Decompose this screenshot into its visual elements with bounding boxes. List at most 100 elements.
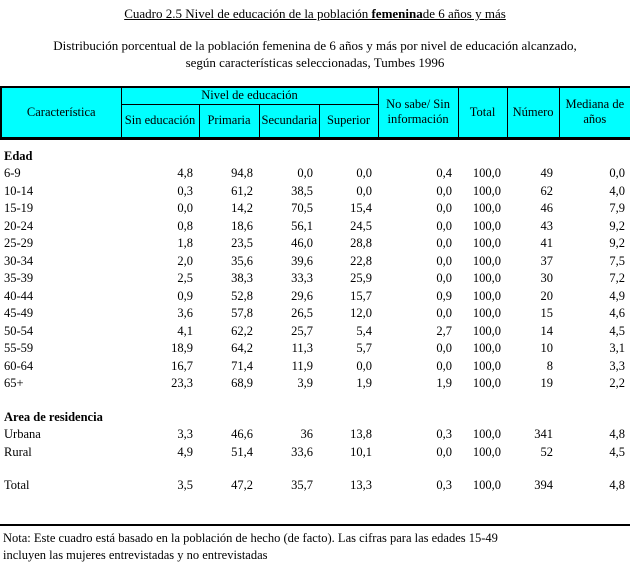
value-cell: 4,6 [609, 306, 626, 320]
value-cell: 0,3 [436, 478, 453, 492]
value-cell: 57,8 [231, 306, 253, 320]
col-header-secundaria: Secundaria [258, 103, 320, 140]
value-cell: 23,5 [231, 236, 253, 250]
value-cell: 100,0 [472, 271, 502, 285]
value-cell: 71,4 [231, 358, 253, 373]
row-label-cell: 55-59 [4, 341, 34, 355]
value-cell: 12,0 [350, 306, 373, 320]
value-cell: 5,4 [356, 323, 373, 338]
value-cell: 3,6 [177, 306, 193, 320]
value-cell: 0,8 [177, 218, 193, 233]
row-label-cell: 60-64 [4, 358, 34, 373]
value-cell: 100,0 [472, 358, 502, 373]
value-cell: 25,9 [350, 271, 373, 285]
table-header: Característica Nivel de educación No sab… [0, 86, 630, 140]
value-cell: 25,7 [291, 323, 313, 338]
value-cell: 394 [534, 478, 554, 492]
value-cell: 30 [540, 271, 554, 285]
value-cell: 52,8 [231, 288, 253, 303]
value-cell: 1,8 [177, 236, 193, 250]
table-row: 60-64 16,7 71,4 11,9 0,0 0,0 100,0 8 3,3 [1, 358, 630, 376]
value-cell: 28,8 [350, 236, 373, 250]
value-cell: 10,1 [350, 444, 373, 459]
value-cell: 100,0 [472, 376, 502, 390]
value-cell: 7,5 [609, 253, 626, 268]
value-cell: 0,0 [356, 166, 373, 180]
value-cell: 100,0 [472, 341, 502, 355]
col-header-primaria: Primaria [198, 103, 260, 140]
value-cell: 19 [540, 376, 554, 390]
value-cell: 3,3 [177, 427, 193, 441]
value-cell: 14,2 [231, 201, 253, 215]
value-cell: 46 [540, 201, 554, 215]
table-row: 6-9 4,8 94,8 0,0 0,0 0,4 100,0 49 0,0 [1, 165, 630, 183]
table-row: 30-34 2,0 35,6 39,6 22,8 0,0 100,0 37 7,5 [1, 253, 630, 271]
value-cell: 0,0 [436, 358, 453, 373]
title-text: Cuadro 2.5 Nivel de educación de la pobl… [124, 6, 506, 21]
value-cell: 0,0 [297, 166, 313, 180]
value-cell: 29,6 [291, 288, 313, 303]
value-cell: 24,5 [350, 218, 373, 233]
value-cell: 0,0 [436, 201, 453, 215]
value-cell: 100,0 [472, 478, 502, 492]
spacer-row [1, 461, 630, 477]
value-cell: 64,2 [231, 341, 253, 355]
value-cell: 5,7 [356, 341, 373, 355]
value-cell: 0,3 [436, 427, 453, 441]
table-note: Nota: Este cuadro está basado en la pobl… [0, 530, 630, 564]
table-row: 25-29 1,8 23,5 46,0 28,8 0,0 100,0 41 9,2 [1, 235, 630, 253]
value-cell: 1,9 [356, 376, 373, 390]
value-cell: 0,3 [177, 183, 193, 198]
value-cell: 4,9 [609, 288, 626, 303]
row-label-cell: 15-19 [4, 201, 34, 215]
value-cell: 15 [540, 306, 554, 320]
value-cell: 4,9 [177, 444, 193, 459]
col-header-sin-educacion: Sin educación [120, 103, 200, 140]
value-cell: 35,7 [291, 478, 313, 492]
value-cell: 22,8 [350, 253, 373, 268]
section-label: Edad [4, 148, 33, 163]
value-cell: 68,9 [231, 376, 253, 390]
value-cell: 18,6 [231, 218, 253, 233]
subtitle-line-1: Distribución porcentual de la población … [53, 38, 577, 53]
value-cell: 0,9 [177, 288, 193, 303]
row-label-cell: Urbana [4, 427, 41, 441]
table-row: Urbana 3,3 46,6 36 13,8 0,3 100,0 341 4,8 [1, 426, 630, 444]
row-label-cell: Total [4, 478, 30, 492]
row-label-cell: 6-9 [4, 166, 21, 180]
value-cell: 70,5 [291, 201, 313, 215]
col-group-nivel-educacion: Nivel de educación [120, 86, 379, 105]
value-cell: 100,0 [472, 218, 502, 233]
section-label: Area de residencia [4, 409, 103, 424]
value-cell: 100,0 [472, 201, 502, 215]
value-cell: 36 [300, 427, 314, 441]
row-label-cell: 30-34 [4, 253, 34, 268]
value-cell: 9,2 [609, 218, 626, 233]
value-cell: 0,0 [356, 358, 373, 373]
col-header-caracteristica: Característica [0, 86, 122, 140]
table-row: 50-54 4,1 62,2 25,7 5,4 2,7 100,0 14 4,5 [1, 323, 630, 341]
value-cell: 7,9 [609, 201, 626, 215]
value-cell: 51,4 [231, 444, 253, 459]
row-label-cell: Rural [4, 444, 32, 459]
subtitle-line-2: según características seleccionadas, Tum… [185, 55, 445, 70]
spacer-row [1, 393, 630, 409]
value-cell: 3,3 [609, 358, 626, 373]
col-header-total: Total [457, 86, 508, 140]
footer-divider [0, 523, 630, 526]
value-cell: 46,0 [291, 236, 313, 250]
col-header-no-sabe: No sabe/ Sin información [377, 86, 459, 140]
value-cell: 4,8 [177, 166, 193, 180]
value-cell: 4,5 [609, 323, 626, 338]
value-cell: 61,2 [231, 183, 253, 198]
value-cell: 26,5 [291, 306, 313, 320]
value-cell: 52 [540, 444, 554, 459]
value-cell: 100,0 [472, 183, 502, 198]
value-cell: 33,3 [291, 271, 313, 285]
value-cell: 38,5 [291, 183, 313, 198]
value-cell: 1,9 [436, 376, 453, 390]
table-row: 15-19 0,0 14,2 70,5 15,4 0,0 100,0 46 7,9 [1, 200, 630, 218]
value-cell: 4,8 [609, 478, 626, 492]
col-header-superior: Superior [318, 103, 379, 140]
value-cell: 0,0 [436, 306, 453, 320]
